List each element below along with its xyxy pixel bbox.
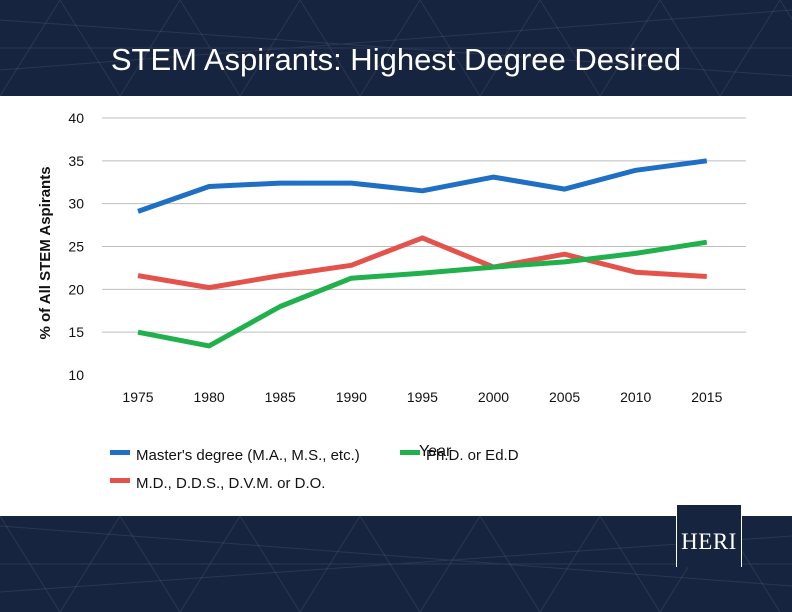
x-tick-labels: 1975 1980 1985 1990 1995 2000 2005 2010 2015 [122, 389, 722, 405]
y-tick-label: 20 [68, 281, 84, 297]
x-tick-label: 1995 [407, 389, 438, 405]
x-tick-label: 1975 [122, 389, 153, 405]
y-tick-label: 10 [68, 367, 84, 383]
series-line [137, 158, 708, 214]
series-line [137, 239, 708, 349]
x-tick-label: 2010 [620, 389, 651, 405]
line-chart: 10 15 20 25 30 35 40 1975 1980 1985 1990 1995 2000 2… [37, 110, 746, 492]
legend-label: M.D., D.D.S., D.V.M. or D.O. [136, 475, 325, 492]
y-tick-labels: 10 15 20 25 30 35 40 [68, 110, 84, 383]
legend-swatch [110, 450, 130, 455]
x-tick-label: 1985 [265, 389, 296, 405]
slide-title: STEM Aspirants: Highest Degree Desired [110, 42, 682, 77]
gridlines [102, 117, 746, 333]
y-tick-label: 40 [68, 110, 84, 126]
header-banner [0, 0, 792, 96]
legend-label: Ph.D. or Ed.D [426, 447, 519, 464]
legend-swatch [400, 450, 420, 455]
y-tick-label: 15 [68, 324, 84, 340]
x-axis-label: Year [419, 443, 452, 460]
banner-pattern [0, 0, 792, 96]
y-tick-label: 25 [68, 239, 84, 255]
x-tick-label: 2015 [691, 389, 722, 405]
footer-pattern [0, 516, 792, 612]
y-tick-label: 30 [68, 196, 84, 212]
heri-logo: HERI [676, 505, 742, 567]
x-tick-label: 1990 [336, 389, 367, 405]
series-lines [137, 158, 708, 349]
legend-swatch [110, 478, 130, 483]
series-line [137, 235, 707, 291]
legend-label: Master's degree (M.A., M.S., etc.) [136, 447, 360, 464]
y-tick-label: 35 [68, 153, 84, 169]
y-axis-label: % of All STEM Aspirants [37, 166, 54, 339]
x-tick-label: 2005 [549, 389, 580, 405]
legend: Master's degree (M.A., M.S., etc.) Ph.D. … [110, 447, 519, 492]
footer-banner [0, 516, 792, 612]
x-tick-label: 2000 [478, 389, 509, 405]
logo-text: HERI [681, 529, 737, 554]
x-tick-label: 1980 [194, 389, 225, 405]
